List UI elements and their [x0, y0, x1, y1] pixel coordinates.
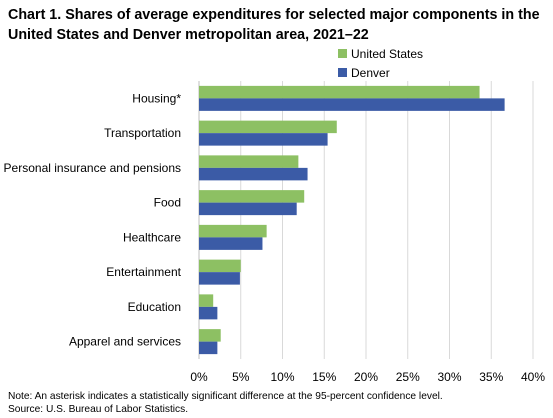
source-text: Source: U.S. Bureau of Labor Statistics.: [8, 404, 189, 415]
bar-denver-0: [199, 98, 505, 111]
x-tick-label-40: 40%: [521, 370, 545, 384]
x-tick-label-5: 5%: [232, 370, 250, 384]
chart-title: Chart 1. Shares of average expenditures …: [8, 7, 540, 43]
bar-denver-2: [199, 167, 308, 181]
legend-swatch-denver: [338, 68, 347, 77]
note-text: Note: An asterisk indicates a statistica…: [8, 391, 443, 402]
bar-denver-1: [199, 133, 328, 146]
x-tick-label-0: 0%: [190, 370, 208, 384]
x-tick-label-30: 30%: [437, 370, 461, 384]
tick-labels: 0% 5% 10% 15% 20% 25% 30% 35% 40% Housing* Transpo…: [4, 91, 546, 384]
bar-united-states-0: [199, 85, 480, 99]
bar-united-states-6: [199, 294, 214, 307]
bar-denver-4: [199, 237, 263, 250]
x-tick-label-15: 15%: [312, 370, 336, 384]
legend-label-denver: Denver: [351, 65, 390, 80]
bar-united-states-5: [199, 259, 241, 273]
chart-notes: Note: An asterisk indicates a statistica…: [8, 390, 443, 416]
x-tick-label-35: 35%: [479, 370, 503, 384]
x-tick-label-20: 20%: [354, 370, 378, 384]
bar-united-states-3: [199, 190, 305, 203]
bar-united-states-4: [199, 224, 267, 238]
bar-denver-6: [199, 306, 218, 320]
x-tick-label-10: 10%: [270, 370, 294, 384]
chart-legend: United States Denver: [338, 44, 423, 82]
legend-item-denver: Denver: [338, 63, 423, 82]
bars: [199, 85, 505, 355]
category-label-5: Entertainment: [106, 265, 181, 279]
bar-united-states-7: [199, 329, 221, 342]
x-tick-label-25: 25%: [396, 370, 420, 384]
legend-item-united-states: United States: [338, 44, 423, 63]
bar-denver-3: [199, 202, 297, 216]
category-label-4: Healthcare: [123, 230, 181, 244]
bar-united-states-1: [199, 120, 337, 134]
category-label-6: Education: [128, 300, 181, 314]
bar-denver-7: [199, 341, 218, 355]
category-label-0: Housing*: [132, 91, 181, 105]
legend-swatch-united-states: [338, 49, 347, 58]
category-label-3: Food: [154, 196, 181, 210]
category-label-2: Personal insurance and pensions: [4, 161, 181, 175]
bar-united-states-2: [199, 155, 299, 168]
category-label-7: Apparel and services: [69, 335, 181, 349]
legend-label-united-states: United States: [351, 46, 424, 61]
bar-denver-5: [199, 272, 240, 285]
category-label-1: Transportation: [104, 126, 181, 140]
